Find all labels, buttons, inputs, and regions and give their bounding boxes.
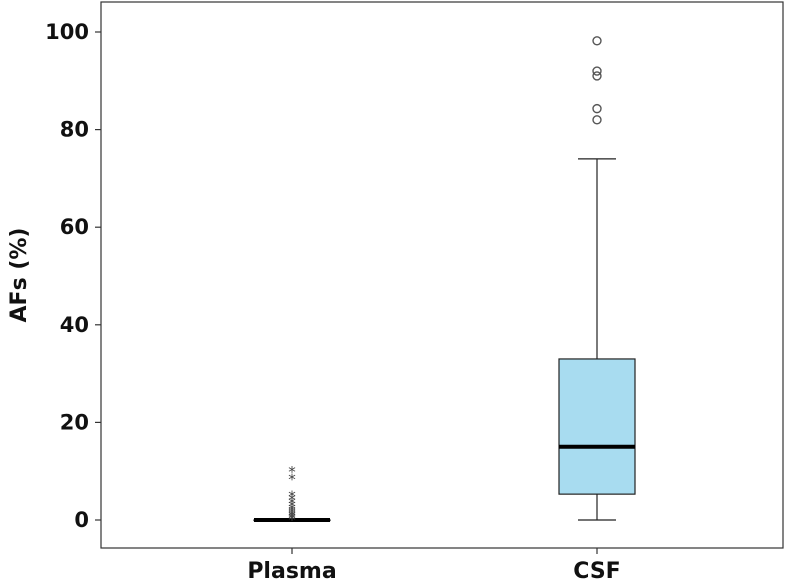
x-tick-label-csf: CSF [573,559,620,582]
outlier-point: * [288,491,296,509]
y-tick-label: 20 [60,410,89,434]
outlier-point [592,71,602,81]
outlier-point: * [288,508,296,526]
x-tick-label-plasma: Plasma [247,559,336,582]
y-tick-label: 0 [74,508,89,532]
outlier-point: * [288,471,296,489]
outlier-point: * [288,500,296,518]
outlier-point: * [288,507,296,525]
outlier-point: * [288,503,296,521]
y-tick-label: 80 [60,118,89,142]
box-csf [558,36,636,521]
outlier-point: * [288,505,296,523]
box-plasma: ************* [253,463,331,529]
outlier-point [592,103,602,114]
box-marks: ************* [253,36,636,529]
y-tick-label: 100 [45,20,89,44]
iqr-box [558,358,636,495]
outlier-point [592,66,602,76]
outlier-point: * [288,488,296,506]
x-axis: Plasma CSF [247,548,621,582]
outlier-point: * [288,494,296,512]
y-axis: 0 20 40 60 80 100 [45,20,101,532]
y-tick-label: 40 [60,313,89,337]
outlier-point: * [288,497,296,515]
outlier-point [592,36,602,46]
plot-area [100,1,784,549]
outlier-point [592,115,602,125]
outlier-point: * [288,510,296,528]
y-tick-label: 60 [60,215,89,239]
outlier-point: * [288,511,296,529]
outlier-point: * [288,463,296,481]
y-axis-title: AFs (%) [7,228,32,323]
